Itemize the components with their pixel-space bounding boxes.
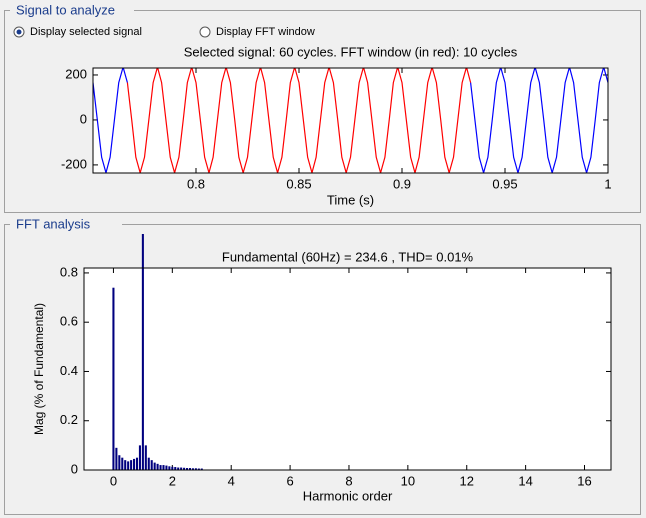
bar [180,467,183,470]
bar [186,468,189,470]
bar [168,466,171,470]
plot-marks [112,234,203,470]
x-tick-label: 2 [169,473,176,488]
x-tick-label: 1 [604,176,611,191]
x-axis-label: Time (s) [327,192,374,207]
radio-button[interactable] [199,26,211,38]
bar [112,287,115,470]
bar [174,467,177,470]
bar [141,234,144,470]
bar [124,460,127,470]
radio-selected-dot [16,29,22,35]
x-tick-label: 10 [401,473,415,488]
bar [171,466,174,470]
x-tick-label: 0 [110,473,117,488]
x-tick-label: 0.95 [492,176,517,191]
bar [118,455,121,470]
bar [127,461,130,470]
bar [135,457,139,470]
y-tick-label: 0.6 [60,314,78,329]
fft-panel-label: FFT analysis [16,216,91,231]
bar [159,465,162,470]
bar [147,457,150,470]
bar [194,468,197,470]
bar [153,462,156,470]
x-tick-label: 16 [577,473,591,488]
signal-line [93,68,608,173]
bar [200,468,203,470]
chart-title: Fundamental (60Hz) = 234.6 , THD= 0.01% [222,249,474,264]
axes-box [83,267,612,471]
bar [183,467,186,470]
y-tick-label: 0.8 [60,264,78,279]
bar [144,445,147,470]
bar [115,447,118,470]
x-tick-label: 14 [518,473,532,488]
y-tick-label: 0 [71,461,78,476]
chart-title: Selected signal: 60 cycles. FFT window (… [184,44,518,59]
radio-label[interactable]: Display selected signal [30,26,142,38]
plot-marks [93,68,608,173]
bar [177,467,180,470]
signal-panel-label: Signal to analyze [16,2,115,17]
bar [156,463,159,470]
x-axis-label: Harmonic order [303,488,393,503]
y-tick-label: 0.4 [60,363,78,378]
x-tick-label: 0.85 [286,176,311,191]
signal-line [126,68,472,173]
radio-label[interactable]: Display FFT window [216,26,315,38]
x-tick-label: 0.9 [393,176,411,191]
x-tick-label: 6 [286,473,293,488]
bar [150,460,153,470]
x-tick-label: 4 [228,473,235,488]
bar [165,465,168,470]
axes-box [92,67,609,174]
bar [130,460,133,470]
y-axis-label: Mag (% of Fundamental) [32,303,46,435]
bar [162,465,165,470]
fft-panel-frame [4,224,641,515]
y-tick-label: 200 [65,66,87,81]
bar [188,468,192,470]
y-tick-label: 0 [80,111,87,126]
bar [138,445,141,470]
bar [133,458,136,470]
y-tick-label: 0.2 [60,412,78,427]
signal-panel-label-bg [10,3,134,19]
bar [197,468,200,470]
x-tick-label: 12 [460,473,474,488]
bar [191,468,194,470]
fft-panel-label-bg [10,217,122,233]
bar [121,457,124,470]
signal-panel-frame [4,10,641,213]
y-tick-label: -200 [61,156,87,171]
x-tick-label: 8 [345,473,352,488]
plot-area [84,268,611,470]
x-tick-label: 0.8 [187,176,205,191]
